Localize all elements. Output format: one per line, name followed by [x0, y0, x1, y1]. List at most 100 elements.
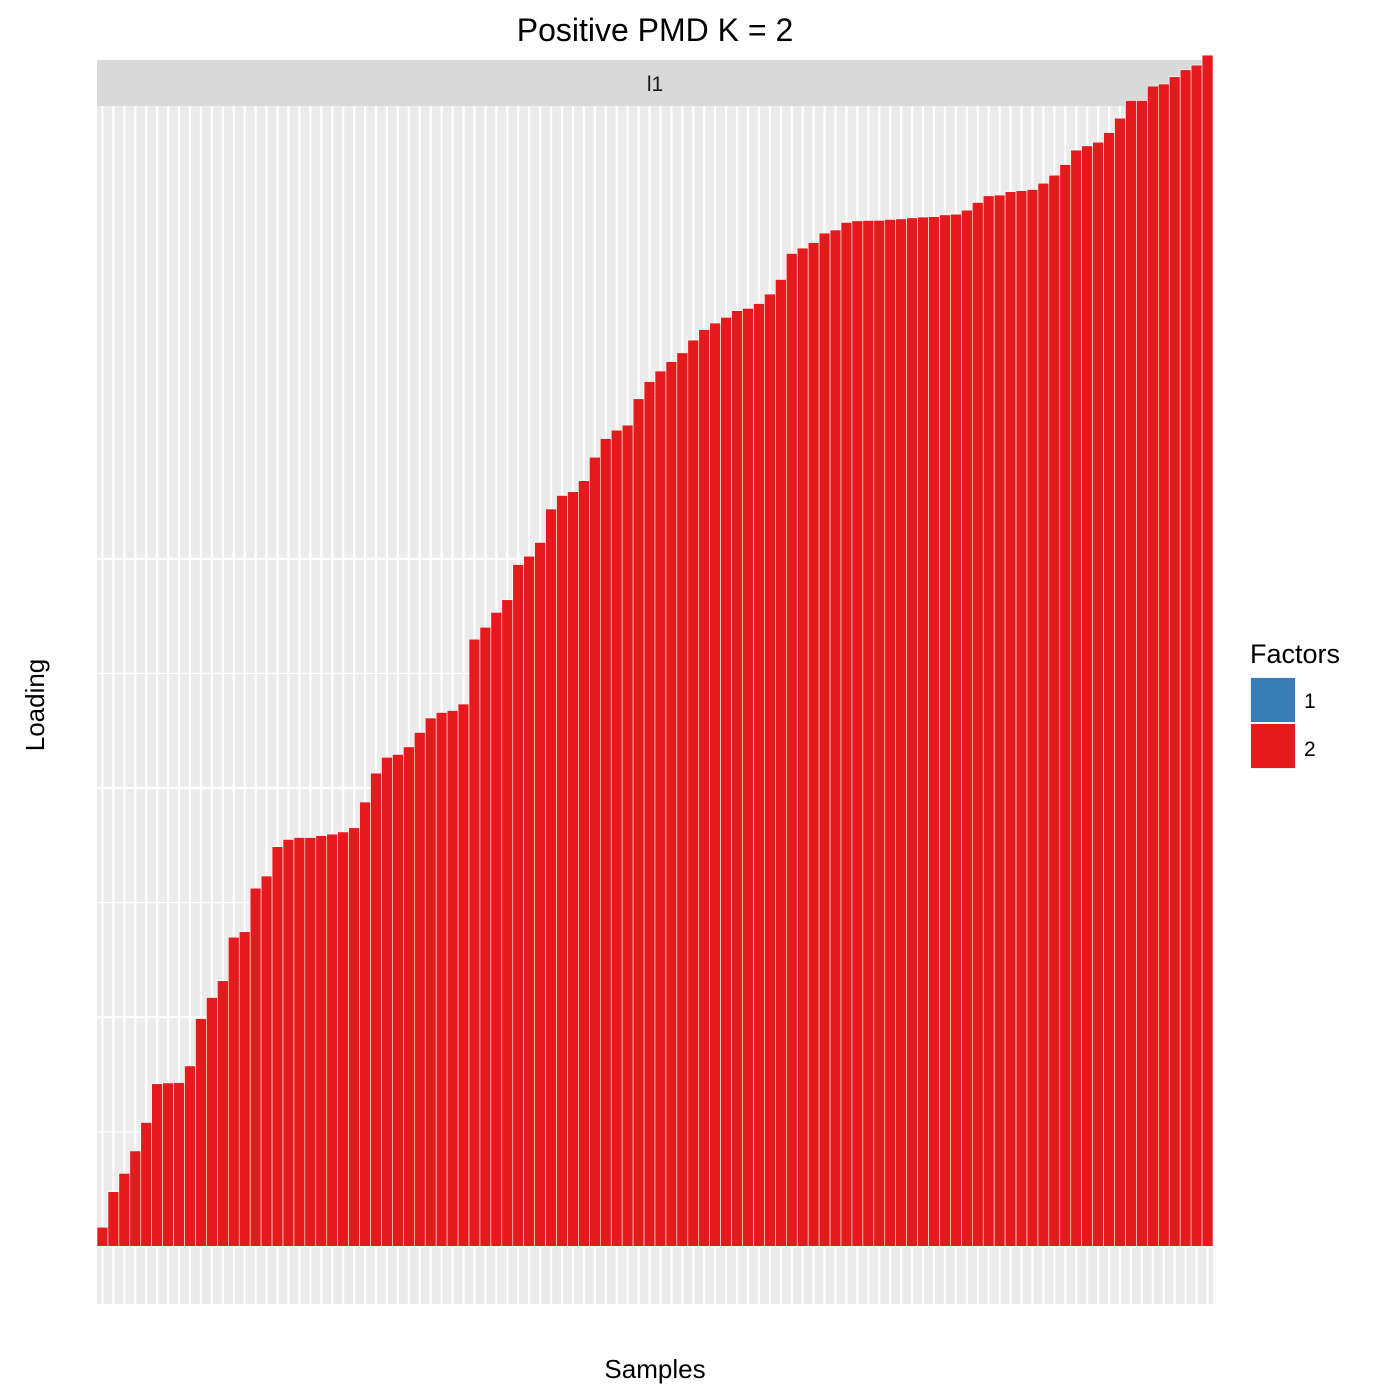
bar-sample-51: [643, 381, 656, 1247]
bar-sample-84: [1004, 191, 1017, 1247]
x-axis-label: Samples: [604, 1354, 705, 1384]
y-axis-label: Loading: [20, 659, 50, 752]
bar-sample-48: [610, 429, 623, 1247]
bar-sample-5: [140, 1122, 153, 1247]
bar-sample-54: [676, 352, 689, 1247]
bar-sample-30: [413, 732, 426, 1247]
bar-sample-22: [326, 833, 339, 1247]
bar-sample-7: [162, 1082, 174, 1247]
bar-sample-41: [534, 542, 546, 1247]
bar-sample-37: [490, 612, 503, 1247]
bar-sample-68: [829, 229, 842, 1247]
bar-sample-79: [950, 213, 962, 1247]
bar-sample-61: [753, 303, 765, 1247]
bar-sample-56: [698, 329, 711, 1247]
bar-sample-58: [720, 316, 732, 1247]
bar-sample-38: [501, 599, 514, 1247]
bar-sample-62: [764, 293, 776, 1247]
bar-sample-76: [917, 216, 929, 1247]
bar-sample-59: [731, 310, 743, 1247]
bar-sample-42: [545, 508, 557, 1247]
bar-sample-98: [1157, 83, 1170, 1247]
bar-sample-99: [1168, 76, 1181, 1247]
bar-sample-82: [982, 195, 995, 1247]
bar-sample-36: [479, 626, 492, 1247]
bar-sample-12: [217, 980, 229, 1247]
bar-sample-90: [1070, 149, 1083, 1247]
bar-sample-85: [1015, 190, 1028, 1247]
legend-label-1: 1: [1304, 690, 1316, 713]
bar-sample-66: [807, 242, 820, 1247]
facet-strip: l1: [97, 60, 1213, 106]
bar-sample-40: [523, 555, 535, 1247]
bar-sample-39: [512, 564, 525, 1247]
bar-sample-78: [939, 214, 951, 1247]
bar-sample-86: [1026, 189, 1039, 1247]
bar-sample-26: [370, 772, 382, 1247]
bar-sample-25: [359, 801, 371, 1247]
bar-sample-96: [1136, 100, 1148, 1247]
facet-strip-background: [97, 60, 1213, 106]
bar-sample-2: [107, 1191, 120, 1247]
bar-sample-69: [840, 222, 853, 1247]
bar-sample-15: [249, 887, 262, 1247]
bar-sample-83: [993, 194, 1006, 1247]
bar-sample-70: [851, 220, 864, 1247]
bar-sample-89: [1059, 164, 1072, 1247]
bar-sample-33: [446, 710, 459, 1247]
bar-sample-50: [632, 398, 645, 1247]
bar-sample-47: [599, 438, 612, 1247]
bar-sample-71: [862, 220, 875, 1247]
bar-sample-64: [785, 253, 798, 1247]
bar-sample-87: [1037, 182, 1050, 1247]
bars: [96, 54, 1214, 1247]
bar-sample-6: [151, 1083, 163, 1247]
bar-sample-73: [884, 219, 897, 1247]
bar-sample-17: [271, 846, 284, 1247]
bar-sample-14: [238, 931, 251, 1247]
bar-sample-92: [1092, 141, 1104, 1247]
bar-sample-80: [961, 209, 973, 1247]
bar-sample-102: [1201, 54, 1214, 1247]
bar-sample-23: [337, 831, 349, 1247]
bar-sample-49: [621, 424, 634, 1247]
bar-sample-100: [1179, 69, 1192, 1247]
bar-sample-8: [173, 1082, 185, 1247]
bar-sample-67: [818, 232, 831, 1247]
legend-label-2: 2: [1304, 738, 1316, 761]
bar-sample-46: [589, 456, 601, 1247]
bar-sample-18: [282, 839, 295, 1247]
bar-sample-53: [665, 361, 678, 1247]
bar-sample-28: [392, 754, 404, 1247]
bar-sample-29: [403, 746, 415, 1247]
legend-swatch-1: [1251, 678, 1295, 722]
bar-sample-19: [293, 837, 306, 1247]
bar-sample-11: [206, 997, 218, 1247]
legend-swatch-2: [1251, 724, 1295, 768]
bar-sample-44: [567, 491, 579, 1247]
bar-sample-10: [195, 1018, 207, 1247]
bar-sample-101: [1190, 64, 1203, 1247]
bar-sample-97: [1147, 85, 1159, 1247]
bar-sample-27: [381, 757, 393, 1247]
bar-sample-52: [654, 370, 667, 1247]
bar-sample-43: [556, 495, 568, 1247]
bar-sample-9: [184, 1065, 196, 1247]
bar-sample-3: [118, 1173, 131, 1247]
bar-sample-21: [315, 835, 328, 1247]
bar-sample-16: [260, 875, 273, 1247]
bar-sample-93: [1103, 132, 1115, 1247]
bar-sample-60: [742, 308, 754, 1247]
legend: Factors 1 2: [1250, 639, 1340, 769]
bar-sample-63: [775, 279, 787, 1247]
bar-sample-77: [928, 216, 940, 1247]
bar-sample-94: [1114, 117, 1126, 1247]
bar-sample-88: [1048, 174, 1061, 1247]
bar-sample-65: [796, 247, 809, 1247]
bar-sample-4: [129, 1150, 142, 1247]
bar-sample-74: [895, 218, 907, 1247]
bar-sample-32: [435, 712, 448, 1247]
bar-sample-35: [468, 638, 481, 1247]
bar-sample-55: [687, 339, 700, 1247]
